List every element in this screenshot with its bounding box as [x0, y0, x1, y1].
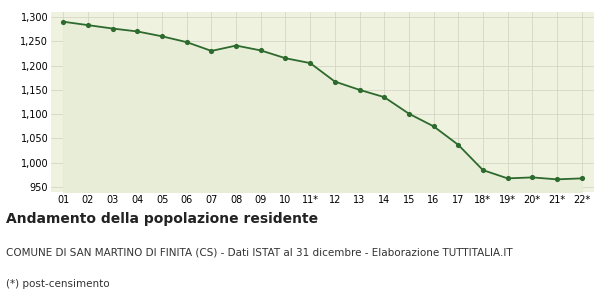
Point	[108, 26, 118, 31]
Point	[527, 175, 537, 180]
Point	[577, 176, 586, 181]
Point	[256, 48, 266, 53]
Point	[182, 40, 191, 45]
Text: Andamento della popolazione residente: Andamento della popolazione residente	[6, 212, 318, 226]
Point	[404, 111, 413, 116]
Point	[59, 19, 68, 24]
Point	[379, 95, 389, 100]
Point	[232, 43, 241, 48]
Point	[206, 49, 216, 53]
Point	[355, 87, 364, 92]
Point	[281, 56, 290, 61]
Point	[429, 124, 439, 129]
Point	[503, 176, 512, 181]
Point	[133, 29, 142, 34]
Point	[552, 177, 562, 182]
Point	[330, 79, 340, 84]
Text: COMUNE DI SAN MARTINO DI FINITA (CS) - Dati ISTAT al 31 dicembre - Elaborazione : COMUNE DI SAN MARTINO DI FINITA (CS) - D…	[6, 248, 512, 257]
Point	[157, 34, 167, 39]
Point	[478, 168, 488, 172]
Point	[305, 61, 315, 65]
Point	[454, 142, 463, 147]
Point	[83, 23, 93, 28]
Text: (*) post-censimento: (*) post-censimento	[6, 279, 110, 289]
